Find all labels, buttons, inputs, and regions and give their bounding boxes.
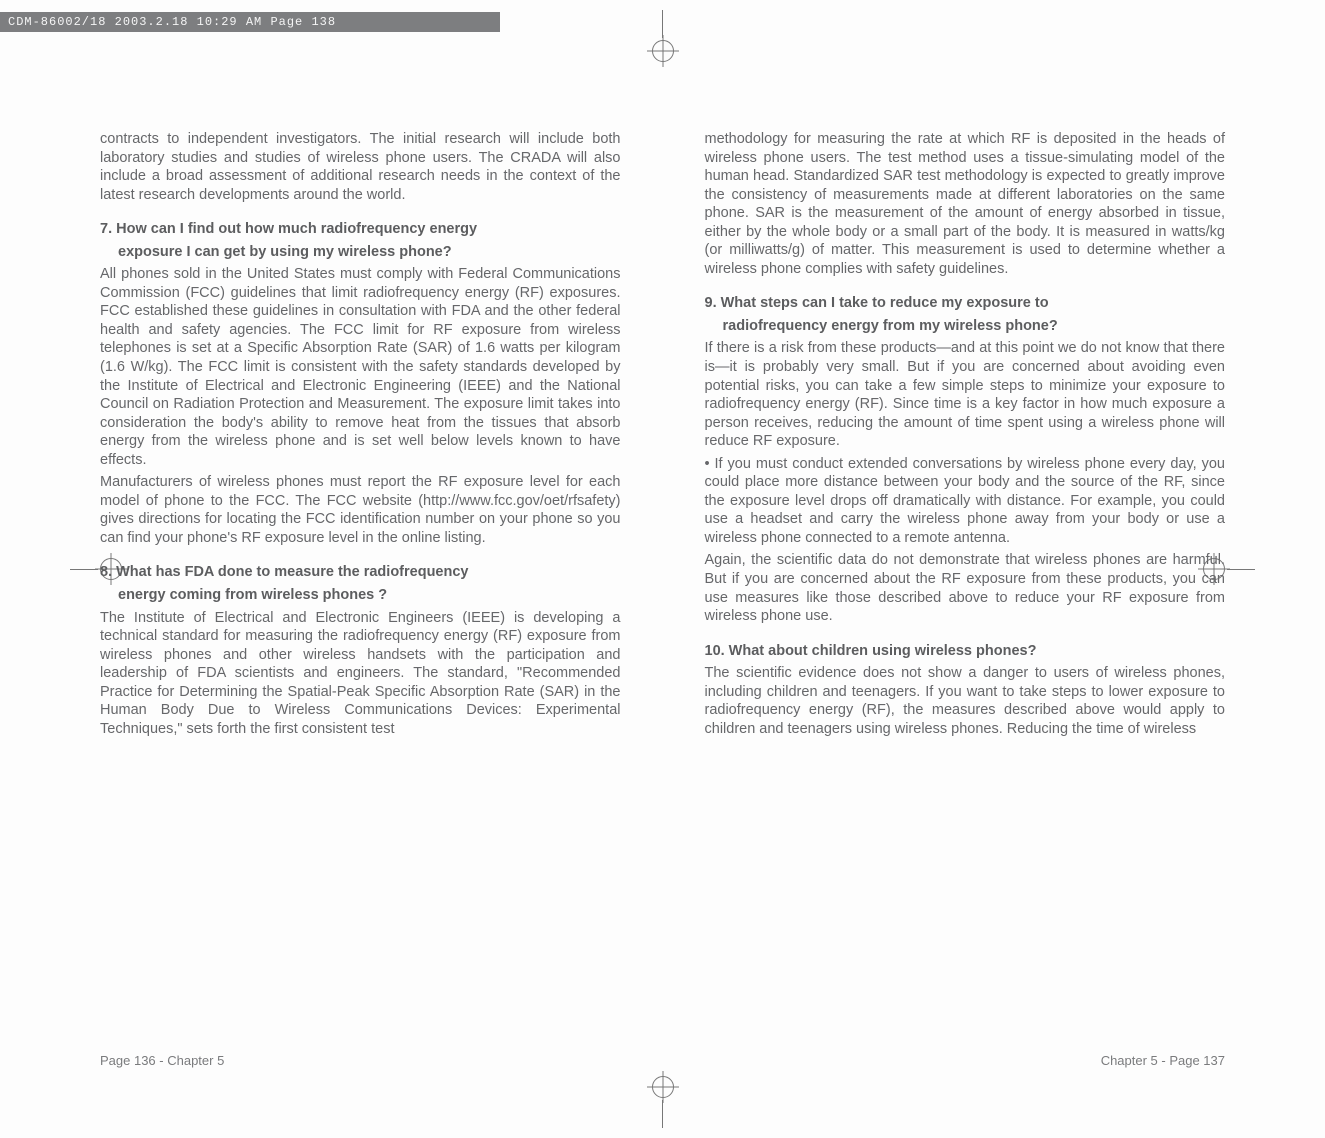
heading-q7-line2: exposure I can get by using my wireless … (100, 243, 621, 262)
crop-mark-top (652, 10, 674, 62)
body-text: Again, the scientific data do not demons… (705, 551, 1226, 625)
body-text: If there is a risk from these products—a… (705, 339, 1226, 450)
footer-left: Page 136 - Chapter 5 (100, 1053, 224, 1068)
body-text: The scientific evidence does not show a … (705, 664, 1226, 738)
crop-mark-bottom (652, 1076, 674, 1128)
page-spread: contracts to independent investigators. … (100, 130, 1225, 1028)
body-text: All phones sold in the United States mus… (100, 265, 621, 469)
left-column: contracts to independent investigators. … (100, 130, 621, 1028)
heading-q8-line1: 8. What has FDA done to measure the radi… (100, 563, 621, 582)
body-text: The Institute of Electrical and Electron… (100, 609, 621, 739)
footer-right: Chapter 5 - Page 137 (1101, 1053, 1225, 1068)
body-text: contracts to independent investigators. … (100, 130, 621, 204)
body-text: methodology for measuring the rate at wh… (705, 130, 1226, 278)
body-text: Manufacturers of wireless phones must re… (100, 473, 621, 547)
heading-q10: 10. What about children using wireless p… (705, 642, 1226, 661)
heading-q9-line2: radiofrequency energy from my wireless p… (705, 317, 1226, 336)
body-text: • If you must conduct extended conversat… (705, 455, 1226, 548)
print-job-header: CDM-86002/18 2003.2.18 10:29 AM Page 138 (0, 12, 500, 32)
page-footers: Page 136 - Chapter 5 Chapter 5 - Page 13… (100, 1053, 1225, 1068)
heading-q9-line1: 9. What steps can I take to reduce my ex… (705, 294, 1226, 313)
heading-q7-line1: 7. How can I find out how much radiofreq… (100, 220, 621, 239)
heading-q8-line2: energy coming from wireless phones ? (100, 586, 621, 605)
right-column: methodology for measuring the rate at wh… (705, 130, 1226, 1028)
